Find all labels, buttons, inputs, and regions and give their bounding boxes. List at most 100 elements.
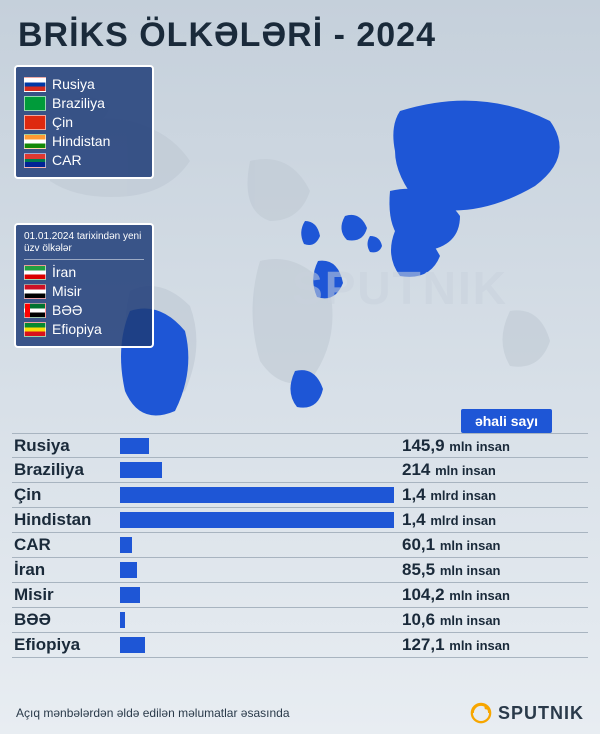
legend-item: Misir — [24, 283, 144, 299]
legend-item: İran — [24, 264, 144, 280]
sputnik-icon — [470, 702, 492, 724]
chart-value-num: 104,2 — [402, 585, 449, 604]
chart-bar-cell — [120, 633, 394, 657]
chart-row-name: Çin — [12, 485, 120, 505]
legend-item: Efiopiya — [24, 321, 144, 337]
legend-item: BƏƏ — [24, 302, 144, 318]
legend-label: İran — [52, 264, 76, 280]
chart-header-badge: əhali sayı — [461, 409, 552, 433]
legend-item: Çin — [24, 114, 144, 130]
chart-row-name: Misir — [12, 585, 120, 605]
legend-new-note: 01.01.2024 tarixindən yeni üzv ölkələr — [24, 229, 144, 260]
chart-row: Braziliya 214 mln insan — [12, 458, 588, 483]
footer: Açıq mənbələrdən əldə edilən məlumatlar … — [0, 702, 600, 724]
chart-bar — [120, 462, 162, 478]
chart-row: Hindistan 1,4 mlrd insan — [12, 508, 588, 533]
chart-bar-cell — [120, 558, 394, 582]
population-chart: əhali sayı Rusiya145,9 mln insanBraziliy… — [0, 409, 600, 658]
sputnik-logo: SPUTNIK — [470, 702, 584, 724]
legend-label: Rusiya — [52, 76, 95, 92]
chart-value-num: 1,4 — [402, 510, 430, 529]
legend-label: Efiopiya — [52, 321, 102, 337]
chart-value-unit: mln insan — [449, 439, 510, 454]
chart-value-num: 85,5 — [402, 560, 440, 579]
chart-bar-cell — [120, 434, 394, 457]
chart-bar — [120, 562, 137, 578]
page-title: BRİKS ÖLKƏLƏRİ - 2024 — [0, 0, 600, 61]
chart-value-unit: mln insan — [435, 463, 496, 478]
legend-new: 01.01.2024 tarixindən yeni üzv ölkələr İ… — [14, 223, 154, 348]
flag-icon — [24, 115, 46, 130]
chart-bar-cell — [120, 458, 394, 482]
flag-icon — [24, 284, 46, 299]
chart-row: BƏƏ 10,6 mln insan — [12, 608, 588, 633]
chart-value-num: 10,6 — [402, 610, 440, 629]
legend-item: CAR — [24, 152, 144, 168]
chart-row: Çin 1,4 mlrd insan — [12, 483, 588, 508]
chart-value-num: 145,9 — [402, 436, 449, 455]
chart-value-num: 60,1 — [402, 535, 440, 554]
flag-icon — [24, 303, 46, 318]
chart-row: İran 85,5 mln insan — [12, 558, 588, 583]
chart-row-name: İran — [12, 560, 120, 580]
chart-value: 1,4 mlrd insan — [394, 510, 588, 530]
chart-bar-cell — [120, 608, 394, 632]
flag-icon — [24, 153, 46, 168]
chart-value-unit: mln insan — [440, 538, 501, 553]
chart-row-name: Hindistan — [12, 510, 120, 530]
flag-icon — [24, 134, 46, 149]
sputnik-text: SPUTNIK — [498, 703, 584, 724]
footer-note: Açıq mənbələrdən əldə edilən məlumatlar … — [16, 706, 290, 720]
chart-row: CAR60,1 mln insan — [12, 533, 588, 558]
chart-bar-cell — [120, 508, 394, 532]
chart-value: 60,1 mln insan — [394, 535, 588, 555]
chart-bar-cell — [120, 583, 394, 607]
chart-bar — [120, 438, 149, 454]
chart-bar-cell — [120, 483, 394, 507]
chart-value: 127,1 mln insan — [394, 635, 588, 655]
chart-value: 145,9 mln insan — [394, 436, 588, 456]
legend-label: Misir — [52, 283, 82, 299]
chart-value-num: 1,4 — [402, 485, 430, 504]
chart-bar — [120, 487, 394, 503]
chart-value: 214 mln insan — [394, 460, 588, 480]
chart-value-unit: mln insan — [449, 588, 510, 603]
flag-icon — [24, 322, 46, 337]
chart-value-unit: mlrd insan — [430, 513, 496, 528]
chart-value-num: 214 — [402, 460, 435, 479]
chart-row-name: Braziliya — [12, 460, 120, 480]
chart-value-unit: mln insan — [440, 563, 501, 578]
legend-item: Rusiya — [24, 76, 144, 92]
chart-row: Rusiya 145,9 mln insan — [12, 433, 588, 458]
legend-label: CAR — [52, 152, 82, 168]
chart-row: Misir 104,2 mln insan — [12, 583, 588, 608]
map-area: SPUTNIK RusiyaBraziliyaÇinHindistanCAR 0… — [0, 61, 600, 421]
legend-label: BƏƏ — [52, 302, 82, 318]
flag-icon — [24, 96, 46, 111]
legend-original: Rusiya Braziliya Çin Hindistan CAR — [14, 65, 154, 179]
chart-value: 1,4 mlrd insan — [394, 485, 588, 505]
chart-bar — [120, 637, 145, 653]
legend-label: Hindistan — [52, 133, 110, 149]
chart-row-name: Rusiya — [12, 436, 120, 456]
chart-value-unit: mln insan — [440, 613, 501, 628]
chart-row-name: BƏƏ — [12, 610, 120, 630]
chart-bar — [120, 587, 140, 603]
chart-value: 10,6 mln insan — [394, 610, 588, 630]
flag-icon — [24, 77, 46, 92]
chart-value: 104,2 mln insan — [394, 585, 588, 605]
legend-item: Hindistan — [24, 133, 144, 149]
legend-label: Braziliya — [52, 95, 105, 111]
chart-bar-cell — [120, 533, 394, 557]
chart-bar — [120, 512, 394, 528]
chart-bar — [120, 537, 132, 553]
flag-icon — [24, 265, 46, 280]
chart-header: əhali sayı — [12, 409, 588, 433]
chart-value-unit: mlrd insan — [430, 488, 496, 503]
chart-bar — [120, 612, 125, 628]
legend-label: Çin — [52, 114, 73, 130]
chart-value: 85,5 mln insan — [394, 560, 588, 580]
chart-row-name: Efiopiya — [12, 635, 120, 655]
legend-item: Braziliya — [24, 95, 144, 111]
chart-value-num: 127,1 — [402, 635, 449, 654]
